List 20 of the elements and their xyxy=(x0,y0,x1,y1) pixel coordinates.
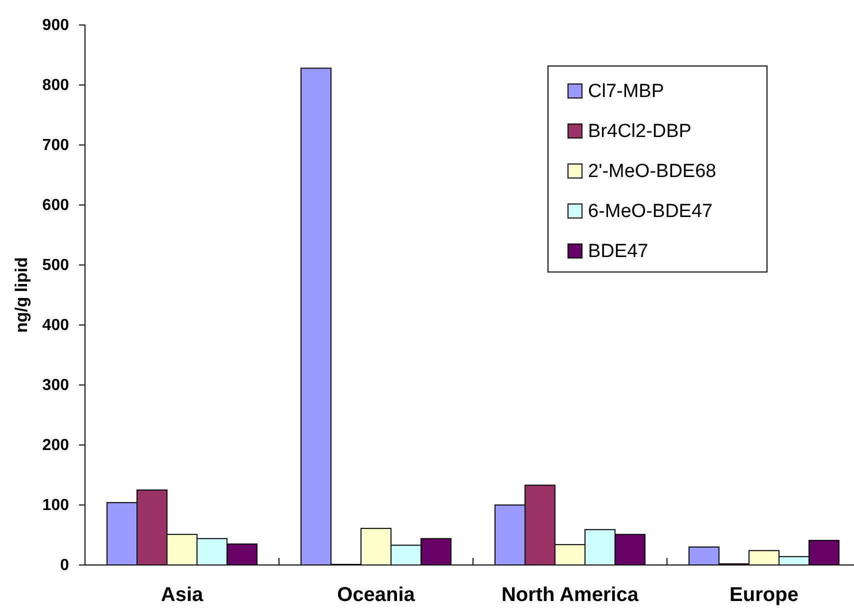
legend-label: Cl7-MBP xyxy=(588,81,664,102)
legend-label: Br4Cl2-DBP xyxy=(588,121,692,142)
legend-label: 2'-MeO-BDE68 xyxy=(588,161,716,182)
legend-label: 6-MeO-BDE47 xyxy=(588,201,713,222)
x-tick-label: Europe xyxy=(730,584,798,606)
y-tick-label: 400 xyxy=(42,317,70,334)
y-tick-label: 900 xyxy=(42,17,70,34)
y-axis-title: ng/g lipid xyxy=(12,257,31,333)
y-tick-label: 0 xyxy=(60,557,70,574)
y-tick-label: 100 xyxy=(42,497,70,514)
x-tick-label: Asia xyxy=(160,584,204,606)
y-tick-label: 700 xyxy=(42,137,70,154)
y-tick-label: 600 xyxy=(42,197,70,214)
x-tick-label: North America xyxy=(501,584,640,606)
y-tick-label: 800 xyxy=(42,77,70,94)
y-tick-label: 300 xyxy=(42,377,70,394)
x-tick-label: Oceania xyxy=(337,584,416,606)
legend-label: BDE47 xyxy=(588,241,648,262)
y-tick-label: 500 xyxy=(42,257,70,274)
y-tick-label: 200 xyxy=(42,437,70,454)
